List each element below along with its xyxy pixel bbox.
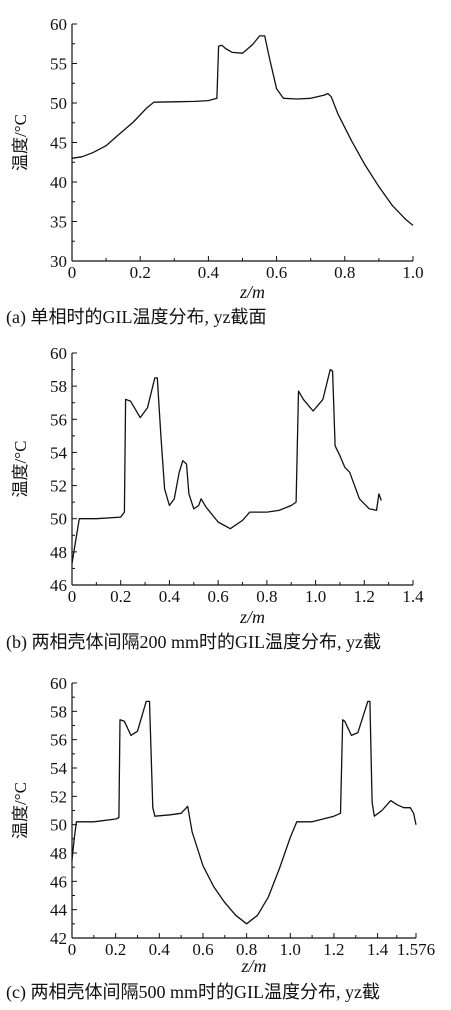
x-tick-label: 0 bbox=[68, 263, 77, 282]
y-axis-label: 温度/°C bbox=[11, 114, 30, 171]
series-line bbox=[71, 700, 417, 925]
x-tick-label: 1.4 bbox=[402, 587, 424, 606]
chart-caption: (c) 两相壳体间隔500 mm时的GIL温度分布, yz截 bbox=[6, 982, 380, 1003]
y-tick-label: 44 bbox=[50, 901, 68, 920]
chart-b: 0 0.2 0.4 0.6 0.8 1.0 1.2 1.4 46 48 50 52 54 56 58 60 温度… bbox=[6, 344, 424, 653]
series-line bbox=[71, 35, 414, 226]
chart-caption: (b) 两相壳体间隔200 mm时的GIL温度分布, yz截 bbox=[6, 632, 381, 653]
y-tick-label: 60 bbox=[50, 674, 67, 693]
x-tick-label: 0 bbox=[68, 940, 77, 959]
y-tick-label: 46 bbox=[50, 576, 67, 595]
y-tick-label: 54 bbox=[50, 759, 68, 778]
y-tick-label: 35 bbox=[50, 213, 67, 232]
y-tick-label: 52 bbox=[50, 787, 67, 806]
x-tick-label: 0.6 bbox=[208, 587, 229, 606]
chart-caption: (a) 单相时的GIL温度分布, yz截面 bbox=[6, 307, 266, 328]
x-tick-label: 0.8 bbox=[334, 263, 355, 282]
y-tick-label: 60 bbox=[50, 344, 67, 363]
y-tick-label: 48 bbox=[50, 543, 67, 562]
x-tick-label: 1.576 bbox=[397, 940, 435, 959]
y-tick-label: 55 bbox=[50, 55, 67, 74]
x-tick-label: 0.2 bbox=[105, 940, 126, 959]
y-tick-label: 56 bbox=[50, 410, 67, 429]
x-tick-label: 0.6 bbox=[192, 940, 213, 959]
y-tick-label: 60 bbox=[50, 15, 67, 34]
x-tick-label: 0.2 bbox=[110, 587, 131, 606]
series-line bbox=[71, 368, 382, 564]
y-tick-label: 50 bbox=[50, 94, 67, 113]
x-tick-label: 1.4 bbox=[367, 940, 389, 959]
chart-a: 0 0.2 0.4 0.6 0.8 1.0 30 35 40 45 50 55 60 温度/°C z/m (a… bbox=[6, 15, 424, 328]
chart-c: 0 0.2 0.4 0.6 0.8 1.0 1.2 1.4 1.576 42 44 46 48 50 52 5… bbox=[6, 674, 435, 1003]
y-tick-label: 48 bbox=[50, 844, 67, 863]
x-tick-label: 0.4 bbox=[159, 587, 181, 606]
x-tick-label: 0 bbox=[68, 587, 77, 606]
y-tick-label: 46 bbox=[50, 872, 67, 891]
y-tick-label: 58 bbox=[50, 702, 67, 721]
y-tick-label: 50 bbox=[50, 816, 67, 835]
x-tick-label: 1.2 bbox=[323, 940, 344, 959]
x-tick-label: 0.8 bbox=[256, 587, 277, 606]
x-tick-label: 0.2 bbox=[130, 263, 151, 282]
x-tick-label: 1.0 bbox=[402, 263, 423, 282]
x-tick-label: 1.0 bbox=[280, 940, 301, 959]
y-tick-label: 30 bbox=[50, 252, 67, 271]
x-tick-label: 0.4 bbox=[149, 940, 171, 959]
y-tick-label: 50 bbox=[50, 510, 67, 529]
x-axis-label: z/m bbox=[239, 282, 265, 302]
x-tick-label: 0.8 bbox=[236, 940, 257, 959]
x-axis-label: z/m bbox=[240, 956, 266, 976]
x-tick-label: 0.4 bbox=[198, 263, 220, 282]
y-tick-label: 45 bbox=[50, 134, 67, 153]
y-axis-label: 温度/°C bbox=[11, 782, 30, 839]
x-axis-label: z/m bbox=[239, 607, 265, 627]
y-tick-label: 54 bbox=[50, 443, 68, 462]
y-tick-label: 58 bbox=[50, 377, 67, 396]
y-tick-label: 56 bbox=[50, 731, 67, 750]
y-axis-label: 温度/°C bbox=[11, 441, 30, 498]
x-tick-label: 0.6 bbox=[266, 263, 287, 282]
y-tick-label: 40 bbox=[50, 173, 67, 192]
y-tick-label: 42 bbox=[50, 929, 67, 948]
y-tick-label: 52 bbox=[50, 477, 67, 496]
x-tick-label: 1.0 bbox=[305, 587, 326, 606]
x-tick-label: 1.2 bbox=[354, 587, 375, 606]
